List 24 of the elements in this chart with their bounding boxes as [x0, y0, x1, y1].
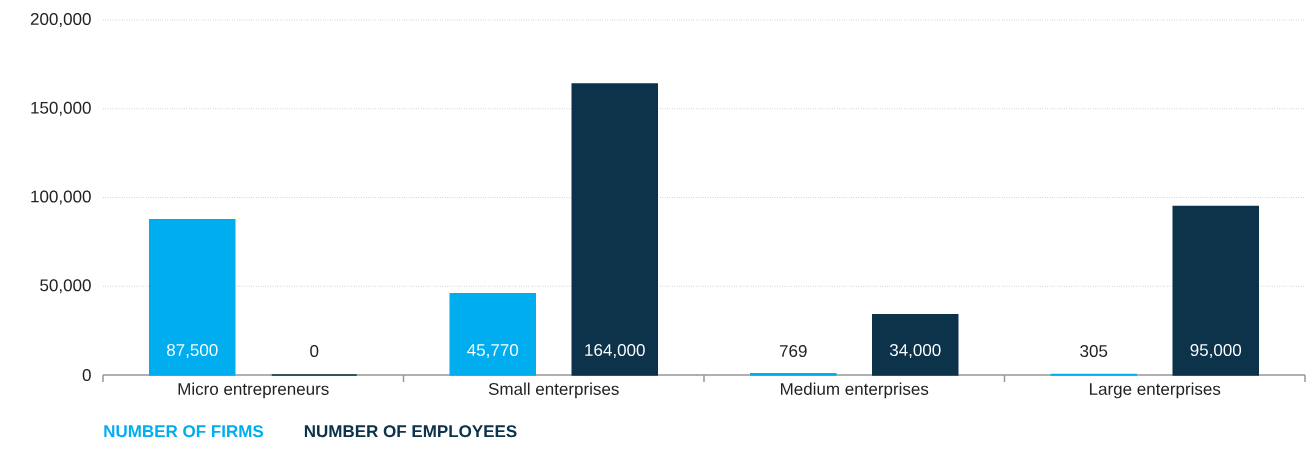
bar — [449, 293, 536, 376]
x-tick-label: Large enterprises — [1089, 382, 1221, 399]
x-tick-label: Small enterprises — [488, 382, 619, 399]
data-label: 45,770 — [467, 343, 519, 359]
data-label: 769 — [779, 344, 807, 358]
text: NUMBER OF EMPLOYEES — [304, 425, 517, 438]
x-tick-label: Medium enterprises — [780, 382, 929, 399]
data-label: 0 — [310, 344, 319, 358]
y-tick-label: 100,000 — [31, 190, 91, 205]
y-tick-label: 200,000 — [30, 12, 91, 28]
bar — [1172, 205, 1259, 376]
data-label: 95,000 — [1190, 343, 1242, 359]
x-tick-label: Micro entrepreneurs — [178, 382, 329, 399]
y-tick-label: 150,000 — [31, 101, 91, 116]
bar — [571, 83, 658, 376]
y-tick-label: 50,000 — [40, 279, 91, 294]
text: NUMBER OF FIRMS — [104, 425, 264, 438]
bar — [871, 313, 959, 376]
data-label: 164,000 — [585, 343, 645, 359]
data-label: 305 — [1080, 344, 1108, 358]
data-label: 87,500 — [166, 343, 218, 359]
data-label: 34,000 — [889, 343, 941, 359]
y-tick-label: 0 — [82, 368, 91, 382]
bar — [149, 218, 236, 376]
